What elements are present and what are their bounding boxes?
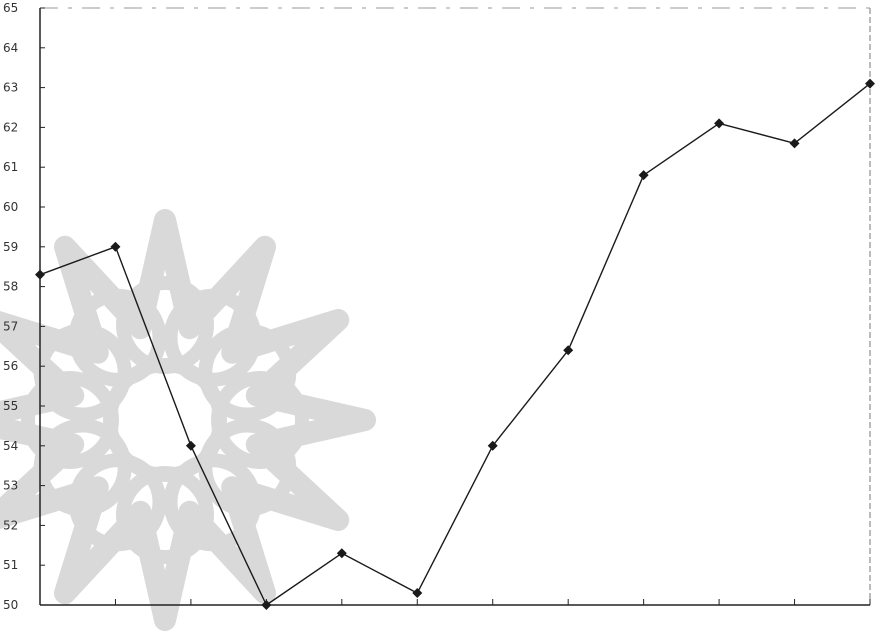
- data-point-marker: [185, 440, 196, 451]
- watermark-star: [0, 209, 376, 631]
- data-point-marker: [714, 118, 725, 129]
- data-point-marker: [865, 78, 875, 89]
- data-point-marker: [638, 170, 649, 181]
- y-tick-label: 61: [3, 160, 18, 174]
- y-tick-label: 57: [3, 319, 18, 333]
- data-point-marker: [412, 588, 423, 599]
- watermark-petal: [198, 323, 297, 422]
- y-tick-label: 63: [3, 81, 18, 95]
- y-tick-label: 65: [3, 1, 18, 15]
- floral-rosette-watermark-icon: [0, 209, 376, 631]
- watermark-petal: [68, 288, 167, 387]
- y-tick-label: 56: [3, 359, 18, 373]
- data-point-marker: [261, 600, 272, 610]
- data-point-marker: [35, 269, 45, 280]
- y-tick-label: 59: [3, 240, 18, 254]
- y-tick-label: 53: [3, 479, 18, 493]
- watermark-petal: [163, 453, 262, 552]
- y-axis-ticks: 50 51 52 53 54 55 56 57 58 59 60 61 62 63 64 65: [3, 1, 45, 612]
- y-tick-label: 52: [3, 518, 18, 532]
- y-tick-label: 62: [3, 120, 18, 134]
- y-tick-label: 60: [3, 200, 18, 214]
- y-tick-label: 54: [3, 439, 18, 453]
- y-tick-label: 51: [3, 558, 18, 572]
- y-tick-label: 64: [3, 41, 18, 55]
- plot-axes: [39, 7, 871, 606]
- y-tick-label: 55: [3, 399, 18, 413]
- x-axis-ticks: [39, 599, 871, 605]
- data-point-marker: [110, 241, 121, 252]
- data-point-marker: [487, 440, 498, 451]
- y-tick-label: 50: [3, 598, 18, 612]
- series-layer: [35, 78, 875, 610]
- series-line: [39, 83, 871, 606]
- data-point-marker: [336, 548, 347, 559]
- data-point-marker: [789, 138, 800, 149]
- data-point-marker: [563, 345, 574, 356]
- watermark-center: [103, 358, 227, 482]
- y-tick-label: 58: [3, 280, 18, 294]
